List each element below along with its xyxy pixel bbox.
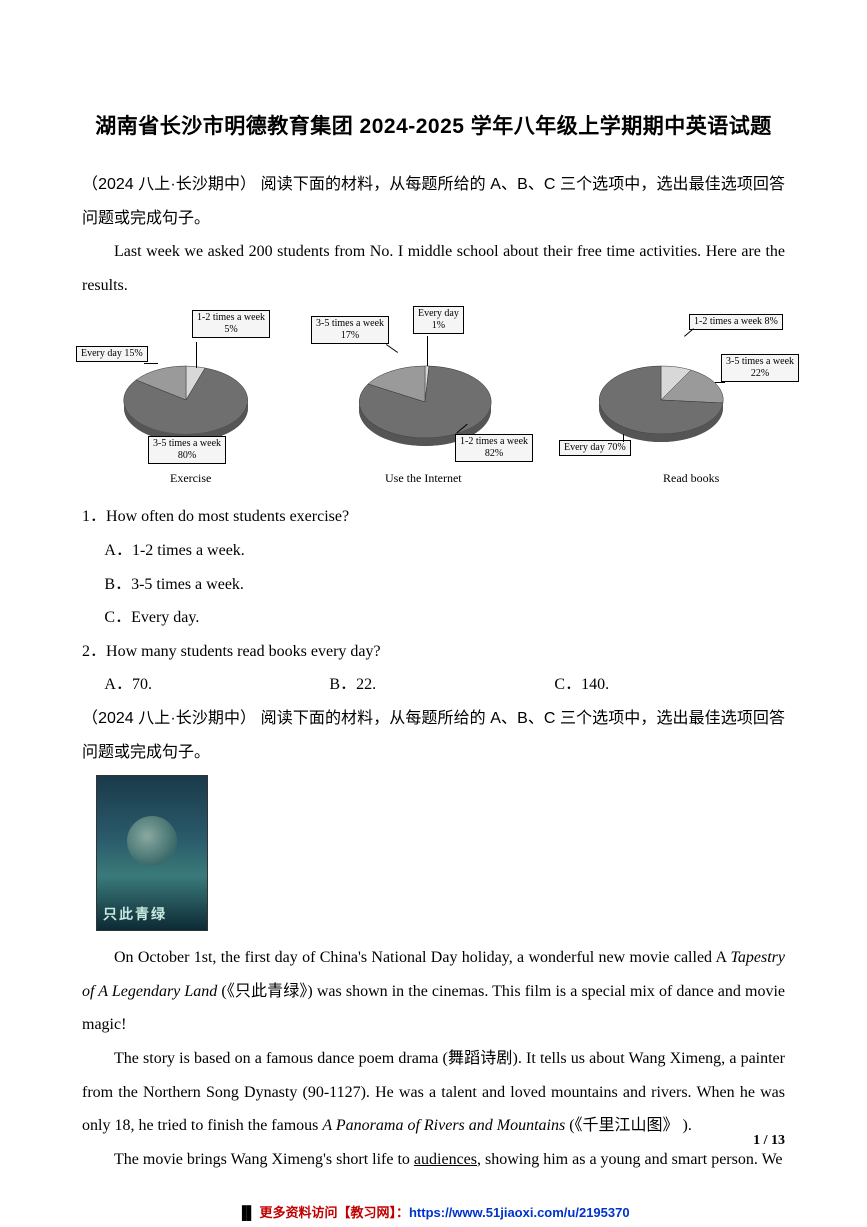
movie-poster: 只此青绿 (96, 775, 208, 931)
chart1-label-left: Every day 15% (76, 346, 148, 362)
movie-para-1: On October 1st, the first day of China's… (82, 941, 785, 1042)
chart-internet: Every day 1% 3-5 times a week 17% 1-2 ti… (305, 310, 545, 480)
page-title: 湖南省长沙市明德教育集团 2024-2025 学年八年级上学期期中英语试题 (82, 110, 785, 140)
chart-readbooks: 1-2 times a week 8% 3-5 times a week 22%… (553, 310, 793, 480)
instruction-2: （2024 八上·长沙期中） 阅读下面的材料，从每题所给的 A、B、C 三个选项… (82, 702, 785, 769)
chart1-lbl1-line1: 1-2 times a week (197, 312, 265, 323)
chart2-lbl2-l2: 17% (341, 330, 359, 341)
chart3-lbl2-l1: 3-5 times a week (726, 356, 794, 367)
chart2-lbl1-l1: Every day (418, 308, 459, 319)
chart2-lbl3-l2: 82% (485, 448, 503, 459)
exam-page: 湖南省长沙市明德教育集团 2024-2025 学年八年级上学期期中英语试题 （2… (0, 0, 867, 1176)
q1-option-a: A．1-2 times a week. (82, 534, 785, 568)
q2-option-b: B．22. (329, 668, 554, 702)
chart1-label-top: 1-2 times a week 5% (192, 310, 270, 338)
p3-a: The movie brings Wang Ximeng's short lif… (114, 1151, 414, 1168)
poster-caption: 只此青绿 (103, 904, 167, 924)
movie-para-2: The story is based on a famous dance poe… (82, 1042, 785, 1143)
instruction-1: （2024 八上·长沙期中） 阅读下面的材料，从每题所给的 A、B、C 三个选项… (82, 168, 785, 235)
chart3-caption: Read books (663, 471, 719, 486)
p1-a: On October 1st, the first day of China's… (114, 949, 730, 966)
q1-num: 1． (82, 508, 106, 525)
chart1-lbl2: Every day 15% (81, 348, 143, 359)
intro-paragraph: Last week we asked 200 students from No.… (82, 235, 785, 302)
p2-italic: A Panorama of Rivers and Mountains (322, 1117, 565, 1134)
p3-underline: audiences (414, 1151, 477, 1168)
chart3-label-tr: 1-2 times a week 8% (689, 314, 783, 330)
p2-b: (《千里江山图》 ). (565, 1117, 692, 1134)
q1-option-c: C．Every day. (82, 601, 785, 635)
footer-url[interactable]: https://www.51jiaoxi.com/u/2195370 (409, 1205, 630, 1220)
q2-options-row: A．70. B．22. C．140. (82, 668, 785, 702)
q2-option-a: A．70. (104, 668, 329, 702)
chart1-lbl3-l1: 3-5 times a week (153, 438, 221, 449)
q1-text: How often do most students exercise? (106, 508, 349, 525)
q2-num: 2． (82, 643, 106, 660)
footer: ▐▌ 更多资料访问【教习网】：https://www.51jiaoxi.com/… (0, 1202, 867, 1221)
q2-text: How many students read books every day? (106, 643, 381, 660)
flag-icon: ▐▌ (237, 1205, 255, 1220)
chart1-label-bottom: 3-5 times a week 80% (148, 436, 226, 464)
page-number: 1 / 13 (753, 1133, 785, 1149)
chart-exercise: 1-2 times a week 5% Every day 15% 3-5 ti… (74, 310, 297, 480)
q2-option-c: C．140. (554, 668, 609, 702)
chart3-lbl2-l2: 22% (751, 368, 769, 379)
chart2-label-top: Every day 1% (413, 306, 464, 334)
chart2-lbl1-l2: 1% (432, 320, 445, 331)
chart1-lbl1-line2: 5% (224, 324, 237, 335)
movie-para-3: The movie brings Wang Ximeng's short lif… (82, 1143, 785, 1177)
q1-option-b: B．3-5 times a week. (82, 568, 785, 602)
chart3-label-right: 3-5 times a week 22% (721, 354, 799, 382)
instr2-prefix: （2024 八上·长沙期中） (82, 710, 256, 727)
p3-b: , showing him as a young and smart perso… (477, 1151, 782, 1168)
instr1-prefix: （2024 八上·长沙期中） (82, 176, 256, 193)
question-2: 2．How many students read books every day… (82, 635, 785, 669)
charts-row: 1-2 times a week 5% Every day 15% 3-5 ti… (74, 310, 793, 480)
chart3-lbl1: 1-2 times a week 8% (694, 316, 778, 327)
chart1-lbl3-l2: 80% (178, 450, 196, 461)
chart2-label-br: 1-2 times a week 82% (455, 434, 533, 462)
chart3-lbl3: Every day 70% (564, 442, 626, 453)
chart2-lbl3-l1: 1-2 times a week (460, 436, 528, 447)
chart2-caption: Use the Internet (385, 471, 462, 486)
footer-label: 更多资料访问【教习网】： (259, 1205, 409, 1220)
chart2-label-topleft: 3-5 times a week 17% (311, 316, 389, 344)
chart1-caption: Exercise (170, 471, 211, 486)
question-1: 1．How often do most students exercise? (82, 500, 785, 534)
chart2-lbl2-l1: 3-5 times a week (316, 318, 384, 329)
chart3-label-bl: Every day 70% (559, 440, 631, 456)
